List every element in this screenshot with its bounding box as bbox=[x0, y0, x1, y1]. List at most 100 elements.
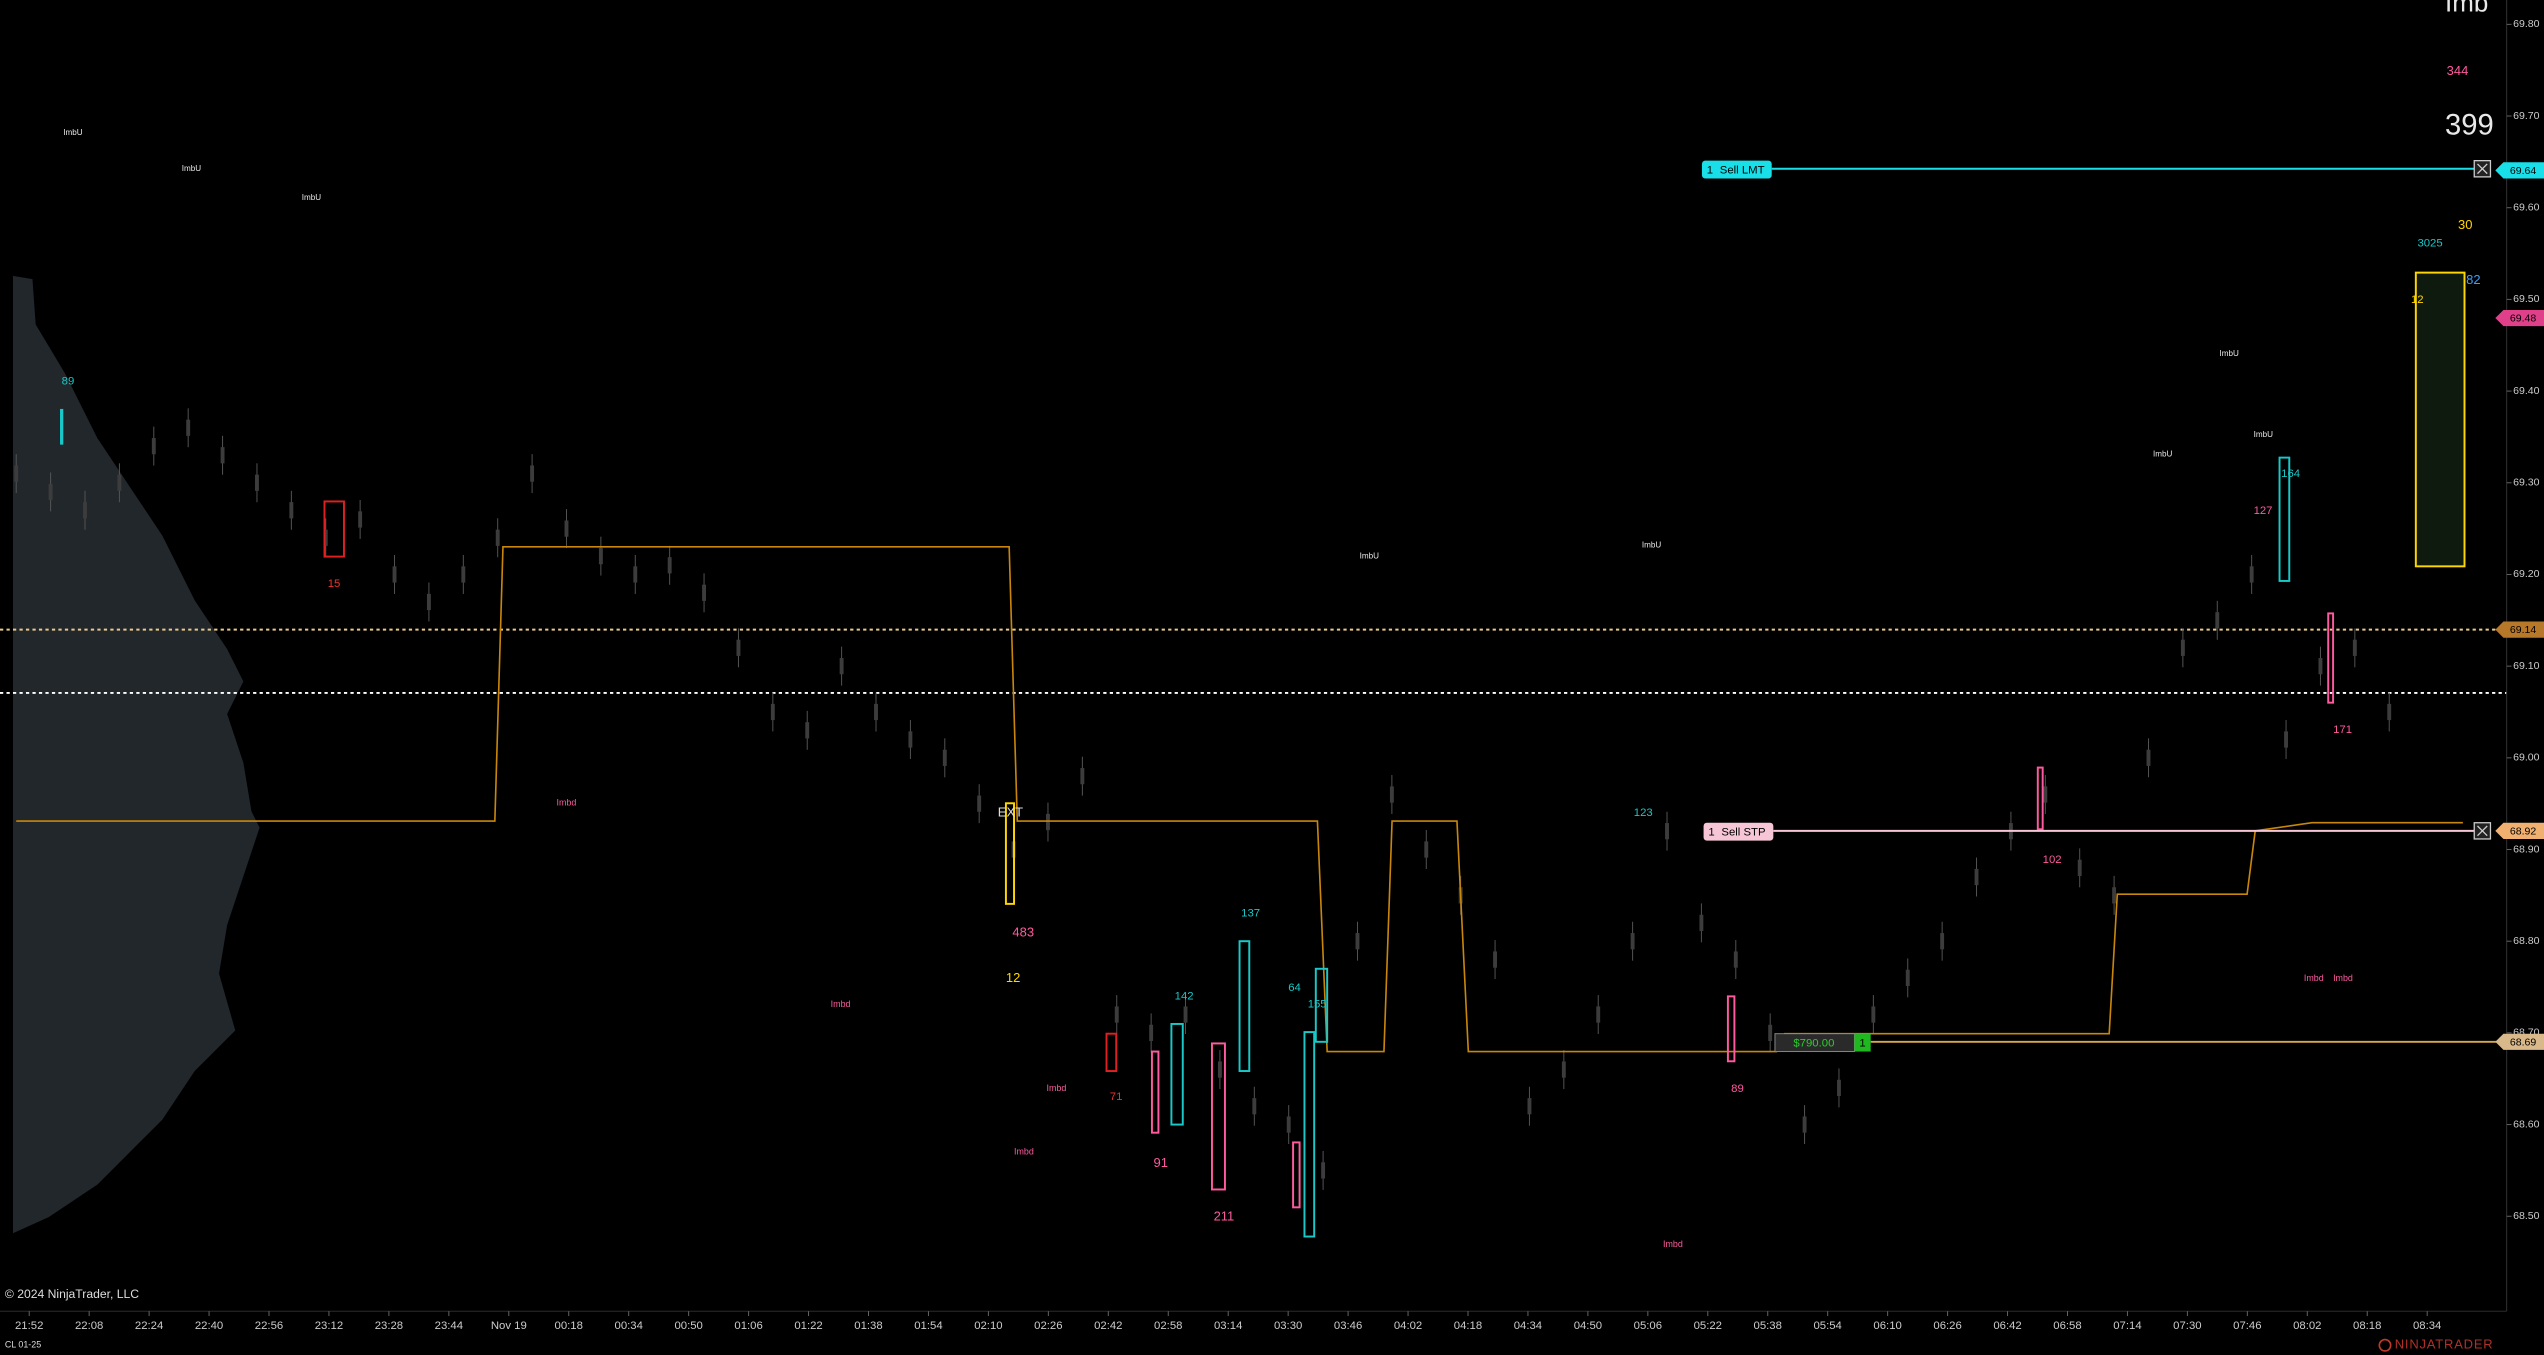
time-label: 05:06 bbox=[1634, 1320, 1662, 1332]
price-label: 69.20 bbox=[2513, 568, 2539, 580]
time-label: 03:46 bbox=[1334, 1320, 1362, 1332]
candle-body bbox=[1183, 1006, 1188, 1023]
price-tag bbox=[2495, 162, 2544, 179]
limit-order[interactable] bbox=[1701, 160, 1772, 179]
candle-body bbox=[48, 483, 53, 501]
candle-body bbox=[942, 749, 947, 766]
annotation: 483 bbox=[1012, 925, 1034, 940]
annotation: EXT bbox=[998, 804, 1023, 819]
candle-body bbox=[2284, 731, 2289, 748]
brand: NINJATRADER bbox=[2395, 1337, 2494, 1352]
time-label: 01:38 bbox=[854, 1320, 882, 1332]
annotation: Imbd bbox=[2304, 973, 2324, 983]
box bbox=[1105, 1032, 1118, 1072]
time-label: 02:58 bbox=[1154, 1320, 1182, 1332]
box bbox=[1726, 995, 1736, 1063]
annotation: ImbU bbox=[63, 128, 83, 137]
price-tag-label: 69.48 bbox=[2510, 313, 2536, 325]
close-icon bbox=[2477, 825, 2488, 837]
annotation: Imb bbox=[2445, 0, 2488, 18]
time-label: 23:12 bbox=[315, 1320, 343, 1332]
time-label: 07:46 bbox=[2233, 1320, 2261, 1332]
box bbox=[1314, 967, 1329, 1043]
time-label: 02:26 bbox=[1034, 1320, 1062, 1332]
annotation: 344 bbox=[2447, 63, 2469, 78]
price-tag-label: 68.92 bbox=[2510, 825, 2536, 837]
time-label: 03:14 bbox=[1214, 1320, 1242, 1332]
annotation: 64 bbox=[1288, 982, 1301, 994]
candle-body bbox=[667, 557, 672, 574]
annotation: 30 bbox=[2458, 217, 2472, 232]
candle-body bbox=[736, 639, 741, 656]
candle-body bbox=[289, 502, 294, 519]
annotation: 89 bbox=[62, 375, 75, 387]
time-label: 01:06 bbox=[734, 1320, 762, 1332]
candle-body bbox=[908, 731, 913, 748]
time-label: 00:18 bbox=[555, 1320, 583, 1332]
candle-body bbox=[2077, 859, 2082, 876]
brand-logo bbox=[2378, 1338, 2392, 1352]
box bbox=[2327, 612, 2335, 704]
candle-body bbox=[392, 566, 397, 583]
time-label: 04:02 bbox=[1394, 1320, 1422, 1332]
time-label: 05:54 bbox=[1813, 1320, 1841, 1332]
time-label: 04:18 bbox=[1454, 1320, 1482, 1332]
candle-body bbox=[1665, 823, 1669, 840]
annotation: 3025 bbox=[2417, 237, 2442, 249]
candles bbox=[14, 389, 2460, 1190]
time-label: 06:26 bbox=[1933, 1320, 1961, 1332]
order-qty: 1 bbox=[1708, 826, 1714, 838]
box bbox=[1292, 1141, 1301, 1209]
annotation: 164 bbox=[2281, 468, 2300, 480]
time-label: 05:38 bbox=[1754, 1320, 1782, 1332]
price-label: 69.30 bbox=[2513, 477, 2539, 489]
imbalance-boxes bbox=[60, 271, 2466, 1238]
annotation: 102 bbox=[2043, 854, 2062, 866]
candle-body bbox=[83, 502, 87, 519]
annotation: 399 bbox=[2445, 109, 2494, 141]
time-label: 06:58 bbox=[2053, 1320, 2081, 1332]
candle-body bbox=[633, 566, 638, 583]
close-buttons bbox=[2473, 160, 2492, 840]
stop-order[interactable] bbox=[1703, 822, 1774, 841]
candle-body bbox=[1630, 933, 1635, 950]
candle-body bbox=[1389, 786, 1394, 803]
candle-body bbox=[770, 703, 775, 721]
annotation: 71 bbox=[1110, 1091, 1123, 1103]
candle-body bbox=[1871, 1006, 1876, 1023]
box bbox=[2036, 766, 2044, 831]
candle-body bbox=[358, 511, 363, 528]
candle-body bbox=[1940, 933, 1945, 950]
candle-body bbox=[1217, 1061, 1222, 1078]
annotation: 15 bbox=[328, 578, 341, 590]
box bbox=[1004, 802, 1016, 905]
annotation: ImbU bbox=[2220, 349, 2240, 358]
annotation: ImbU bbox=[302, 193, 322, 202]
candle-body bbox=[839, 658, 844, 675]
price-tag bbox=[2495, 1033, 2544, 1050]
box bbox=[2278, 456, 2291, 582]
annotation: Imbd bbox=[557, 798, 577, 808]
time-label: 03:30 bbox=[1274, 1320, 1302, 1332]
price-label: 68.50 bbox=[2513, 1210, 2539, 1222]
candle-body bbox=[1596, 1006, 1601, 1023]
candle-body bbox=[1149, 1024, 1154, 1041]
candle-body bbox=[255, 474, 259, 491]
annotation: 142 bbox=[1175, 990, 1194, 1002]
candle-body bbox=[151, 437, 156, 455]
time-label: Nov 19 bbox=[491, 1320, 527, 1332]
position-box[interactable] bbox=[1854, 1033, 1871, 1052]
time-label: 08:02 bbox=[2293, 1320, 2321, 1332]
time-label: 01:54 bbox=[914, 1320, 942, 1332]
candle-body bbox=[2180, 639, 2185, 656]
price-label: 68.60 bbox=[2513, 1118, 2539, 1130]
candle-body bbox=[1046, 813, 1050, 831]
time-label: 23:44 bbox=[435, 1320, 463, 1332]
annotation: 91 bbox=[1154, 1155, 1168, 1170]
candle-body bbox=[1321, 1162, 1326, 1179]
candle-body bbox=[1905, 969, 1910, 986]
price-tag-label: 68.69 bbox=[2510, 1036, 2536, 1048]
box bbox=[323, 500, 345, 558]
time-label: 22:24 bbox=[135, 1320, 163, 1332]
